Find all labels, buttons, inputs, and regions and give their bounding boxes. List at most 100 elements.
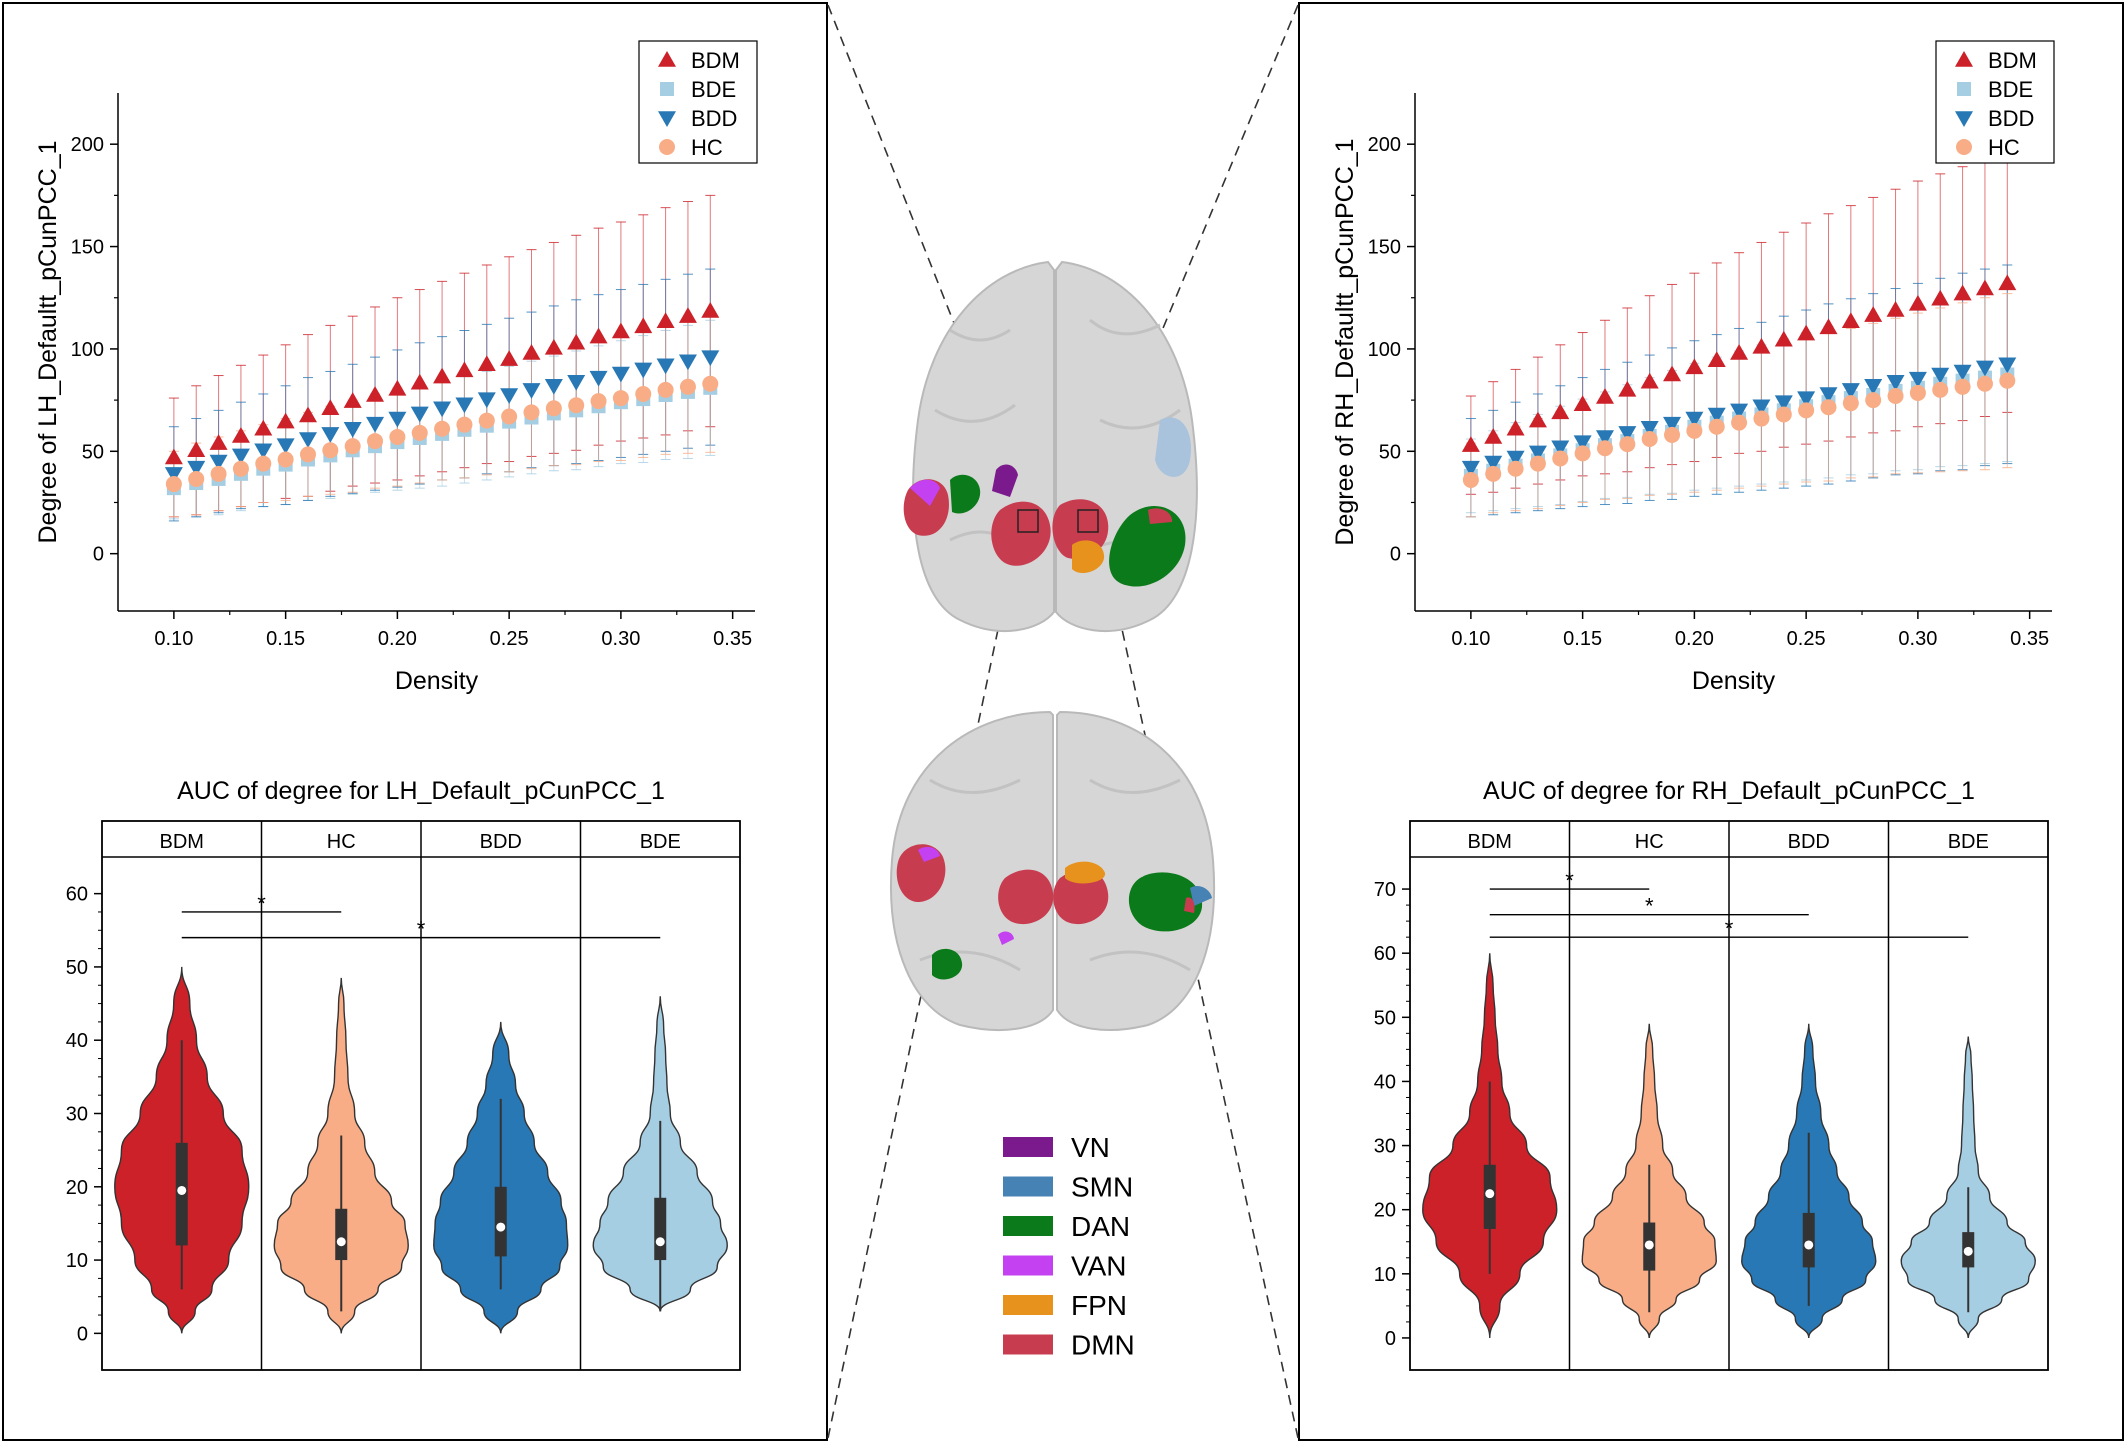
y-tick-label: 50 (1374, 1007, 1396, 1029)
data-point (1595, 388, 1614, 404)
data-point (411, 424, 428, 441)
data-point (522, 344, 541, 360)
data-point (209, 434, 228, 450)
network-legend: VN SMN DAN VAN FPN DMN (1003, 1132, 1135, 1361)
legend-marker (1956, 139, 1972, 155)
data-point (1484, 427, 1503, 444)
y-tick-label: 0 (1390, 544, 1401, 566)
column-header: HC (1635, 831, 1664, 853)
legend: BDM BDE BDD HC (638, 40, 758, 164)
x-tick-label: 0.35 (713, 628, 752, 650)
significance-star: * (257, 891, 266, 916)
network-swatch (1003, 1216, 1053, 1236)
data-point (1485, 465, 1502, 482)
column-header: BDE (1948, 831, 1989, 853)
data-point (1753, 410, 1770, 427)
significance-star: * (1565, 868, 1574, 893)
markers-bdd (164, 350, 720, 483)
y-tick-label: 50 (82, 441, 104, 463)
data-point (500, 388, 519, 404)
violin-bde (1900, 1035, 2036, 1339)
data-point (678, 307, 697, 323)
data-point (1975, 279, 1994, 296)
violin-bdm (114, 966, 250, 1334)
violin-bdm (1422, 952, 1558, 1338)
legend-label: BDM (691, 48, 740, 73)
data-point (1685, 358, 1704, 375)
data-point (1774, 330, 1793, 347)
x-tick-label: 0.30 (1898, 628, 1937, 650)
data-point (589, 370, 608, 387)
data-point (611, 322, 630, 339)
y-tick-label: 100 (1368, 339, 1401, 361)
legend-marker (658, 111, 676, 127)
data-point (567, 333, 586, 350)
network-swatch (1003, 1176, 1053, 1197)
median-dot (655, 1237, 665, 1247)
median-dot (177, 1185, 187, 1195)
data-point (367, 433, 384, 450)
data-point (1506, 450, 1525, 467)
significance-star: * (1645, 894, 1654, 919)
data-point (343, 392, 362, 408)
data-point (1574, 445, 1591, 462)
data-point (635, 385, 652, 402)
data-point (388, 411, 407, 428)
lh-degree-chart: 0 50 100 150 200 0.10 0.15 0.20 0.25 0.30 0.35 Dens… (34, 40, 758, 695)
data-point (1618, 380, 1637, 397)
data-point (434, 420, 451, 437)
legend-label: BDM (1988, 48, 2037, 73)
data-point (1886, 374, 1905, 391)
data-point (343, 422, 362, 438)
x-tick-label: 0.25 (1787, 628, 1826, 650)
data-point (254, 419, 273, 436)
data-point (1708, 418, 1725, 435)
markers-bdm (164, 302, 720, 465)
data-point (1730, 403, 1749, 420)
column-header: BDD (480, 831, 522, 853)
data-point (1528, 445, 1547, 462)
median-dot (1804, 1240, 1814, 1250)
data-point (1573, 435, 1592, 452)
y-tick-label: 40 (1374, 1071, 1396, 1093)
data-point (209, 454, 228, 471)
markers-bdm (1461, 274, 2017, 452)
data-point (1976, 375, 1993, 392)
x-axis-label: Density (1692, 667, 1776, 695)
median-dot (336, 1237, 346, 1247)
data-point (1797, 391, 1816, 408)
data-point (1551, 440, 1570, 457)
data-point (1618, 426, 1637, 442)
significance-bracket: * (181, 917, 661, 942)
x-axis-label: Density (395, 667, 479, 695)
data-point (1975, 360, 1994, 377)
data-point (478, 412, 495, 429)
legend-marker (1955, 51, 1973, 67)
median-dot (1485, 1189, 1495, 1199)
data-point (276, 438, 295, 455)
markers-bdd (1461, 357, 2017, 477)
data-point (210, 465, 227, 482)
network-swatch (1003, 1295, 1053, 1315)
y-tick-label: 20 (66, 1177, 88, 1199)
violin-bdd (1741, 1023, 1877, 1339)
brain-top-view (903, 260, 1198, 632)
legend-label: BDD (1988, 106, 2034, 131)
data-point (366, 416, 385, 433)
network-label: DMN (1071, 1330, 1135, 1361)
data-point (433, 401, 452, 418)
left-panel-frame (2, 2, 828, 1441)
data-point (187, 460, 206, 477)
data-point (1596, 440, 1613, 457)
legend-marker (658, 51, 676, 67)
y-tick-label: 20 (1374, 1200, 1396, 1222)
data-point (612, 390, 629, 407)
data-point (455, 361, 474, 378)
data-point (1931, 367, 1950, 384)
data-point (344, 438, 361, 455)
significance-bracket: * (1489, 868, 1650, 893)
x-tick-label: 0.15 (266, 628, 305, 650)
x-tick-label: 0.35 (2010, 628, 2049, 650)
median-dot (1644, 1240, 1654, 1250)
